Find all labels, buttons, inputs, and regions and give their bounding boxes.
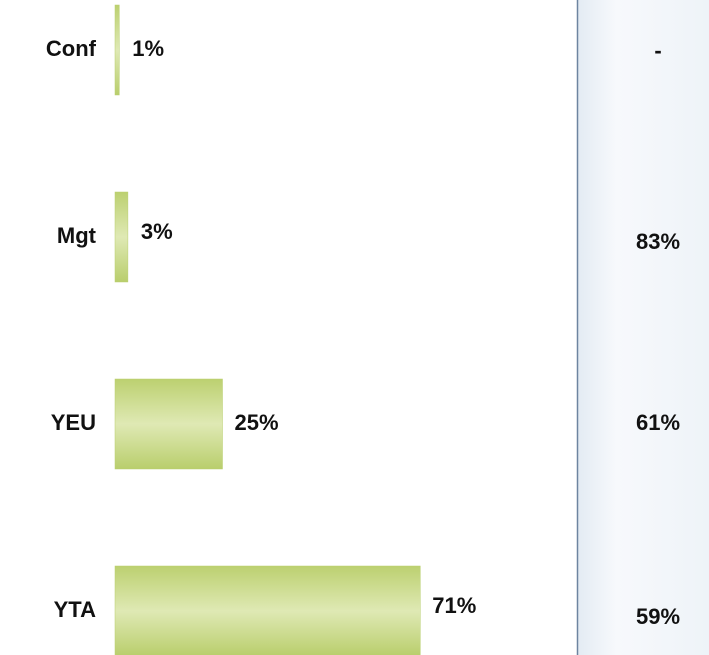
side-value-label: 83%: [636, 229, 680, 254]
value-label: 3%: [141, 219, 173, 244]
value-label: 1%: [132, 36, 164, 61]
category-label: Mgt: [57, 223, 97, 248]
side-panel: [577, 0, 709, 655]
category-label: YTA: [54, 597, 96, 622]
category-label: Conf: [46, 36, 97, 61]
bar: [114, 378, 223, 470]
value-label: 71%: [432, 593, 476, 618]
side-value-label: 61%: [636, 410, 680, 435]
bar: [114, 565, 421, 655]
bar: [114, 191, 129, 283]
side-value-label: -: [654, 38, 661, 63]
value-label: 25%: [235, 410, 279, 435]
category-label: YEU: [51, 410, 96, 435]
side-value-label: 59%: [636, 604, 680, 629]
bar: [114, 4, 120, 96]
